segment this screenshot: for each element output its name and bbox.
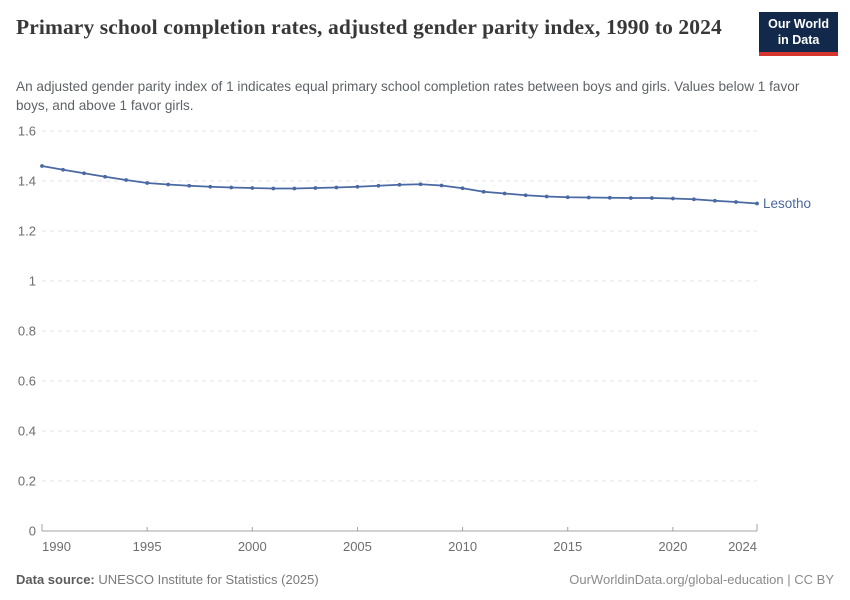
data-point[interactable] (145, 181, 150, 185)
owid-url-link[interactable]: OurWorldinData.org/global-education (569, 572, 784, 587)
data-point[interactable] (713, 198, 717, 203)
data-point[interactable] (397, 182, 402, 187)
owid-logo[interactable]: Our World in Data (759, 12, 838, 57)
data-point[interactable] (103, 174, 107, 179)
data-point[interactable] (439, 183, 444, 188)
y-tick-label: 0.8 (18, 324, 36, 339)
data-point[interactable] (481, 189, 486, 194)
data-source-text: UNESCO Institute for Statistics (2025) (94, 572, 319, 587)
data-source: Data source: UNESCO Institute for Statis… (16, 572, 319, 587)
data-source-label: Data source: (16, 572, 95, 587)
data-point[interactable] (229, 185, 234, 190)
data-point[interactable] (124, 178, 129, 182)
data-point[interactable] (607, 195, 612, 200)
x-tick-label: 2015 (553, 539, 582, 554)
page-title: Primary school completion rates, adjuste… (16, 15, 722, 39)
y-tick-label: 1.4 (18, 174, 36, 189)
data-point[interactable] (292, 186, 297, 191)
data-point[interactable] (166, 182, 171, 187)
data-point[interactable] (628, 196, 633, 200)
data-point[interactable] (40, 164, 44, 168)
data-point[interactable] (355, 184, 360, 189)
data-point[interactable] (586, 195, 591, 200)
data-point[interactable] (82, 171, 86, 176)
x-tick-label: 2020 (658, 539, 687, 554)
x-tick-label: 2024 (728, 539, 757, 554)
data-point[interactable] (376, 183, 381, 188)
chart-footer: Data source: UNESCO Institute for Statis… (16, 572, 834, 587)
x-tick-label: 2010 (448, 539, 477, 554)
x-tick-label: 1990 (42, 539, 71, 554)
y-tick-label: 0.4 (18, 424, 36, 439)
owid-logo-line2: in Data (777, 32, 820, 47)
data-point[interactable] (187, 183, 192, 188)
data-point[interactable] (523, 193, 528, 198)
y-tick-label: 1.6 (18, 124, 36, 139)
data-point[interactable] (502, 191, 507, 196)
license-text: | CC BY (783, 572, 834, 587)
y-tick-label: 0 (29, 524, 36, 539)
footer-attribution: OurWorldinData.org/global-education | CC… (569, 572, 834, 587)
data-point[interactable] (271, 186, 276, 191)
y-tick-label: 1.2 (18, 224, 36, 239)
x-tick-label: 1995 (133, 539, 162, 554)
data-point[interactable] (649, 196, 654, 200)
x-tick-label: 2005 (343, 539, 372, 554)
data-point[interactable] (313, 186, 318, 190)
chart-subtitle: An adjusted gender parity index of 1 ind… (16, 79, 800, 114)
data-point[interactable] (334, 185, 339, 190)
data-point[interactable] (61, 167, 65, 172)
data-point[interactable] (460, 186, 465, 191)
data-point[interactable] (670, 196, 675, 201)
data-point[interactable] (734, 200, 738, 204)
owid-logo-line1: Our World (768, 17, 829, 31)
y-tick-label: 1 (29, 274, 36, 289)
series-label[interactable]: Lesotho (763, 196, 811, 211)
data-point[interactable] (755, 201, 759, 206)
data-point[interactable] (208, 184, 213, 189)
data-point[interactable] (544, 194, 549, 199)
data-point[interactable] (250, 186, 255, 190)
data-point[interactable] (565, 195, 570, 200)
y-tick-label: 0.6 (18, 374, 36, 389)
x-tick-label: 2000 (238, 539, 267, 554)
data-point[interactable] (692, 197, 696, 202)
y-tick-label: 0.2 (18, 474, 36, 489)
data-point[interactable] (418, 182, 423, 187)
